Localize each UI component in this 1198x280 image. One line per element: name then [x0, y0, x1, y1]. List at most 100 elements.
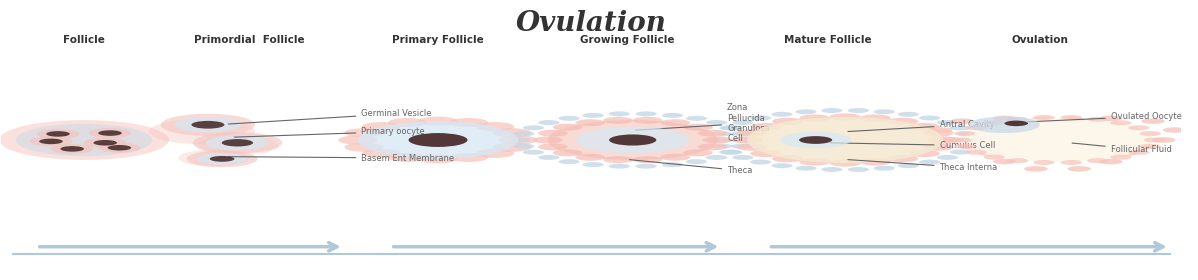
Circle shape	[538, 155, 559, 160]
Circle shape	[961, 137, 982, 143]
Circle shape	[84, 138, 127, 148]
Text: Primary Follicle: Primary Follicle	[392, 35, 484, 45]
Circle shape	[799, 136, 833, 144]
Circle shape	[538, 143, 568, 150]
Circle shape	[888, 155, 919, 162]
Circle shape	[609, 134, 657, 146]
Circle shape	[969, 116, 1040, 133]
Circle shape	[196, 136, 279, 155]
Circle shape	[860, 115, 891, 122]
Circle shape	[558, 116, 580, 121]
Circle shape	[1061, 117, 1084, 122]
Circle shape	[492, 128, 532, 137]
Circle shape	[963, 144, 987, 150]
Circle shape	[510, 137, 531, 143]
Circle shape	[772, 163, 793, 168]
Text: Germinal Vesicle: Germinal Vesicle	[229, 109, 431, 124]
Circle shape	[1006, 158, 1028, 163]
Circle shape	[93, 140, 117, 146]
Circle shape	[108, 145, 132, 151]
Circle shape	[750, 160, 772, 165]
Circle shape	[1129, 150, 1150, 155]
Circle shape	[338, 136, 377, 144]
Circle shape	[772, 155, 803, 162]
Circle shape	[937, 155, 958, 160]
Circle shape	[897, 112, 919, 117]
Circle shape	[636, 164, 657, 169]
Circle shape	[683, 124, 713, 131]
Text: Theca: Theca	[630, 160, 752, 175]
Circle shape	[719, 150, 740, 155]
Circle shape	[848, 167, 869, 172]
Text: Antral Cavity: Antral Cavity	[848, 120, 994, 132]
Circle shape	[710, 144, 732, 149]
Circle shape	[513, 144, 534, 149]
Circle shape	[734, 137, 756, 143]
Circle shape	[966, 150, 987, 155]
Circle shape	[344, 143, 383, 152]
Circle shape	[418, 154, 458, 164]
Circle shape	[1087, 158, 1108, 163]
Text: Mature Follicle: Mature Follicle	[783, 35, 871, 45]
Circle shape	[888, 118, 919, 125]
Circle shape	[1129, 125, 1150, 130]
Circle shape	[829, 113, 860, 121]
Circle shape	[40, 139, 62, 144]
Circle shape	[922, 129, 954, 137]
Text: Ovulation: Ovulation	[1011, 35, 1069, 45]
Text: Ovulation: Ovulation	[516, 10, 667, 37]
Circle shape	[222, 139, 253, 146]
Circle shape	[922, 143, 954, 151]
Circle shape	[30, 136, 72, 146]
Circle shape	[732, 155, 754, 160]
Circle shape	[1113, 150, 1137, 156]
Circle shape	[1111, 120, 1132, 125]
Circle shape	[772, 112, 793, 117]
Circle shape	[582, 113, 604, 118]
Circle shape	[703, 136, 733, 144]
Circle shape	[732, 120, 754, 125]
Circle shape	[697, 130, 727, 137]
Circle shape	[706, 155, 727, 160]
Circle shape	[737, 129, 768, 137]
Circle shape	[609, 164, 630, 169]
Circle shape	[984, 155, 1005, 160]
Circle shape	[919, 115, 940, 120]
Circle shape	[1004, 121, 1028, 126]
Circle shape	[547, 120, 718, 160]
Circle shape	[683, 149, 713, 156]
Circle shape	[603, 156, 633, 163]
Circle shape	[575, 154, 605, 161]
Circle shape	[187, 151, 258, 167]
Circle shape	[708, 137, 730, 143]
Circle shape	[1033, 160, 1054, 165]
Circle shape	[210, 156, 235, 162]
Circle shape	[1142, 118, 1164, 124]
Circle shape	[538, 130, 568, 137]
Circle shape	[538, 120, 559, 125]
Circle shape	[193, 132, 283, 153]
Circle shape	[449, 118, 489, 127]
Circle shape	[98, 143, 140, 153]
Circle shape	[60, 146, 84, 152]
Circle shape	[697, 143, 727, 150]
Circle shape	[732, 136, 763, 144]
Circle shape	[795, 109, 817, 114]
Text: Primordial  Follicle: Primordial Follicle	[194, 35, 304, 45]
Circle shape	[928, 127, 952, 133]
Circle shape	[661, 162, 683, 167]
Circle shape	[492, 143, 532, 152]
Circle shape	[873, 109, 895, 114]
Circle shape	[175, 117, 241, 132]
Circle shape	[950, 150, 972, 155]
Circle shape	[362, 122, 401, 131]
Text: Cumulus Cell: Cumulus Cell	[830, 141, 994, 150]
Circle shape	[1163, 127, 1186, 133]
Circle shape	[522, 125, 544, 130]
Circle shape	[660, 154, 690, 161]
Circle shape	[576, 127, 689, 153]
Circle shape	[449, 153, 489, 162]
Circle shape	[848, 108, 869, 113]
Circle shape	[98, 130, 122, 136]
Circle shape	[950, 125, 972, 130]
